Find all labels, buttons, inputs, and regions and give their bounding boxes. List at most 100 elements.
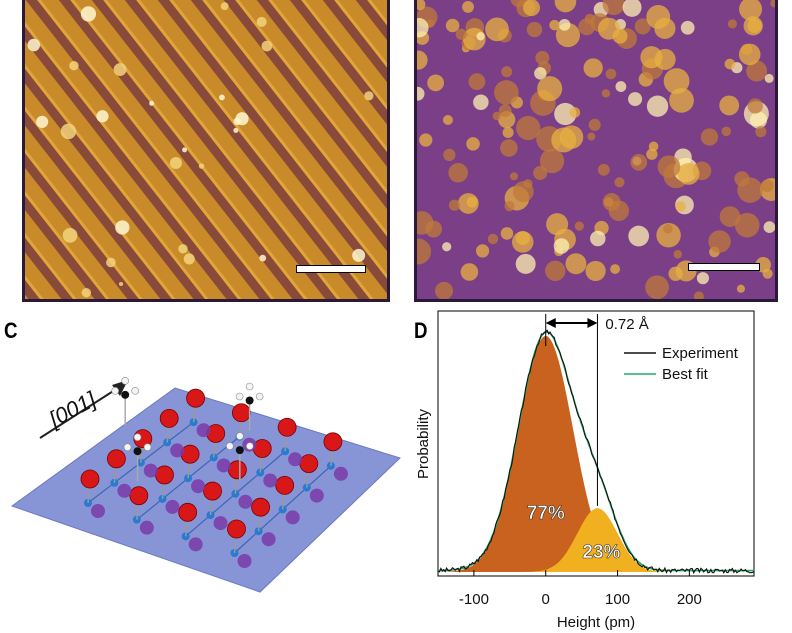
- adsorbate-spot: [510, 0, 527, 8]
- x-tick-label: -100: [459, 591, 489, 608]
- adsorbate-spot: [466, 137, 480, 151]
- adsorbate-spot: [509, 172, 519, 181]
- adsorbate-spot: [721, 126, 732, 137]
- adsorbate-spot: [551, 127, 577, 153]
- adsorbate-spot: [770, 0, 775, 8]
- adsorbate-spot: [673, 250, 683, 259]
- metal-atom: [216, 458, 231, 473]
- metal-atom: [170, 443, 185, 458]
- metal-atom: [143, 463, 158, 478]
- panel-a-stm-image: [22, 0, 390, 302]
- adsorbate-spot: [183, 253, 195, 265]
- lattice-bond: [234, 530, 260, 554]
- hydrogen-atom: [235, 392, 244, 401]
- adsorbate-spot: [646, 95, 669, 117]
- panel-b-adsorbates: [417, 0, 775, 299]
- lattice-bond: [306, 465, 332, 489]
- oxygen-atom: [323, 432, 343, 452]
- oxygen-atom: [251, 497, 271, 517]
- adsorbate-spot: [746, 60, 768, 82]
- adsorbate-spot: [668, 266, 683, 281]
- adsorbate-spot: [417, 18, 429, 38]
- lattice-bond: [140, 441, 168, 464]
- metal-atom: [237, 554, 252, 568]
- oxygen-atom: [277, 417, 297, 437]
- adsorbate-spot: [448, 199, 461, 211]
- carbon-atom: [235, 446, 244, 455]
- hydrogen-atom: [255, 392, 264, 401]
- metal-atom: [117, 483, 132, 498]
- adsorbate-spot: [602, 0, 625, 16]
- adsorbate-spot: [601, 89, 611, 98]
- adsorbate-spot: [574, 221, 584, 231]
- fit-component-peak-1: [438, 336, 754, 572]
- legend-best-fit: Best fit: [662, 366, 709, 383]
- adsorbate-spot: [628, 92, 643, 107]
- lattice-bond: [136, 498, 163, 521]
- hydrogen-atom: [133, 433, 142, 441]
- adsorbate-spot: [460, 263, 479, 281]
- legend-experiment: Experiment: [662, 345, 739, 362]
- adsorbate-spot: [630, 153, 648, 171]
- hydrogen-atom: [246, 442, 254, 450]
- adsorbate-spot: [677, 162, 700, 185]
- adsorbate-spot: [419, 133, 433, 147]
- adsorbate-spot: [182, 147, 188, 153]
- x-axis-label: Height (pm): [557, 614, 635, 631]
- oxygen-atom: [159, 409, 179, 428]
- lattice-bond: [187, 457, 215, 479]
- adsorbate-spot: [219, 94, 225, 101]
- oxygen-atom: [186, 388, 206, 408]
- adsorbate-spot: [27, 38, 41, 52]
- adsorbate-spot: [554, 0, 577, 13]
- lattice-atom: [189, 418, 198, 427]
- adsorbate-spot: [494, 80, 519, 105]
- adsorbate-spot: [719, 95, 740, 116]
- metal-atom: [191, 479, 206, 494]
- adsorbate-spot: [537, 76, 563, 102]
- adsorbate-spot: [487, 233, 499, 245]
- adsorbate-spot: [696, 272, 709, 285]
- adsorbate-spot: [602, 193, 621, 211]
- metal-atom: [263, 473, 278, 488]
- adsorbate-spot: [500, 139, 518, 157]
- adsorbate-spot: [512, 231, 534, 253]
- panel-a-scale-bar: [296, 265, 366, 273]
- adsorbate-spot: [443, 148, 456, 162]
- panel-d-label: D: [414, 318, 428, 343]
- adsorbate-spot: [640, 46, 663, 69]
- adsorbate-spot: [178, 244, 188, 254]
- annotation-label: 0.72 Å: [605, 316, 648, 333]
- metal-atom: [238, 494, 253, 509]
- adsorbate-spot: [738, 43, 761, 66]
- panel-a-background: [25, 0, 387, 299]
- adsorbate-spot: [476, 32, 485, 41]
- lattice-bond: [162, 477, 189, 500]
- lattice-bond: [210, 493, 236, 516]
- adsorbate-spot: [261, 40, 273, 52]
- adsorbate-spot: [220, 2, 229, 11]
- oxygen-atom: [252, 439, 272, 458]
- adsorbate-spot: [736, 284, 745, 293]
- adsorbate-spot: [445, 18, 460, 33]
- adsorbate-spot: [553, 238, 570, 254]
- adsorbate-spot: [585, 260, 606, 282]
- adsorbate-spot: [475, 244, 490, 258]
- adsorbate-spot: [535, 50, 550, 65]
- oxygen-atom: [227, 460, 247, 480]
- metal-atom: [139, 520, 154, 535]
- adsorbate-spot: [60, 123, 77, 140]
- lattice-bond: [235, 472, 261, 495]
- adsorbate-spot: [427, 74, 445, 92]
- adsorbate-spot: [526, 21, 543, 38]
- adsorbate-spot: [364, 91, 374, 101]
- adsorbate-spot: [634, 18, 651, 35]
- adsorbate-spot: [739, 0, 763, 21]
- hydrogen-atom: [121, 377, 129, 385]
- adsorbate-spot: [743, 16, 763, 36]
- oxygen-atom: [129, 486, 149, 506]
- oxygen-atom: [275, 475, 295, 495]
- adsorbate-spot: [539, 148, 565, 174]
- oxygen-atom: [107, 449, 126, 469]
- adsorbate-spot: [646, 5, 671, 29]
